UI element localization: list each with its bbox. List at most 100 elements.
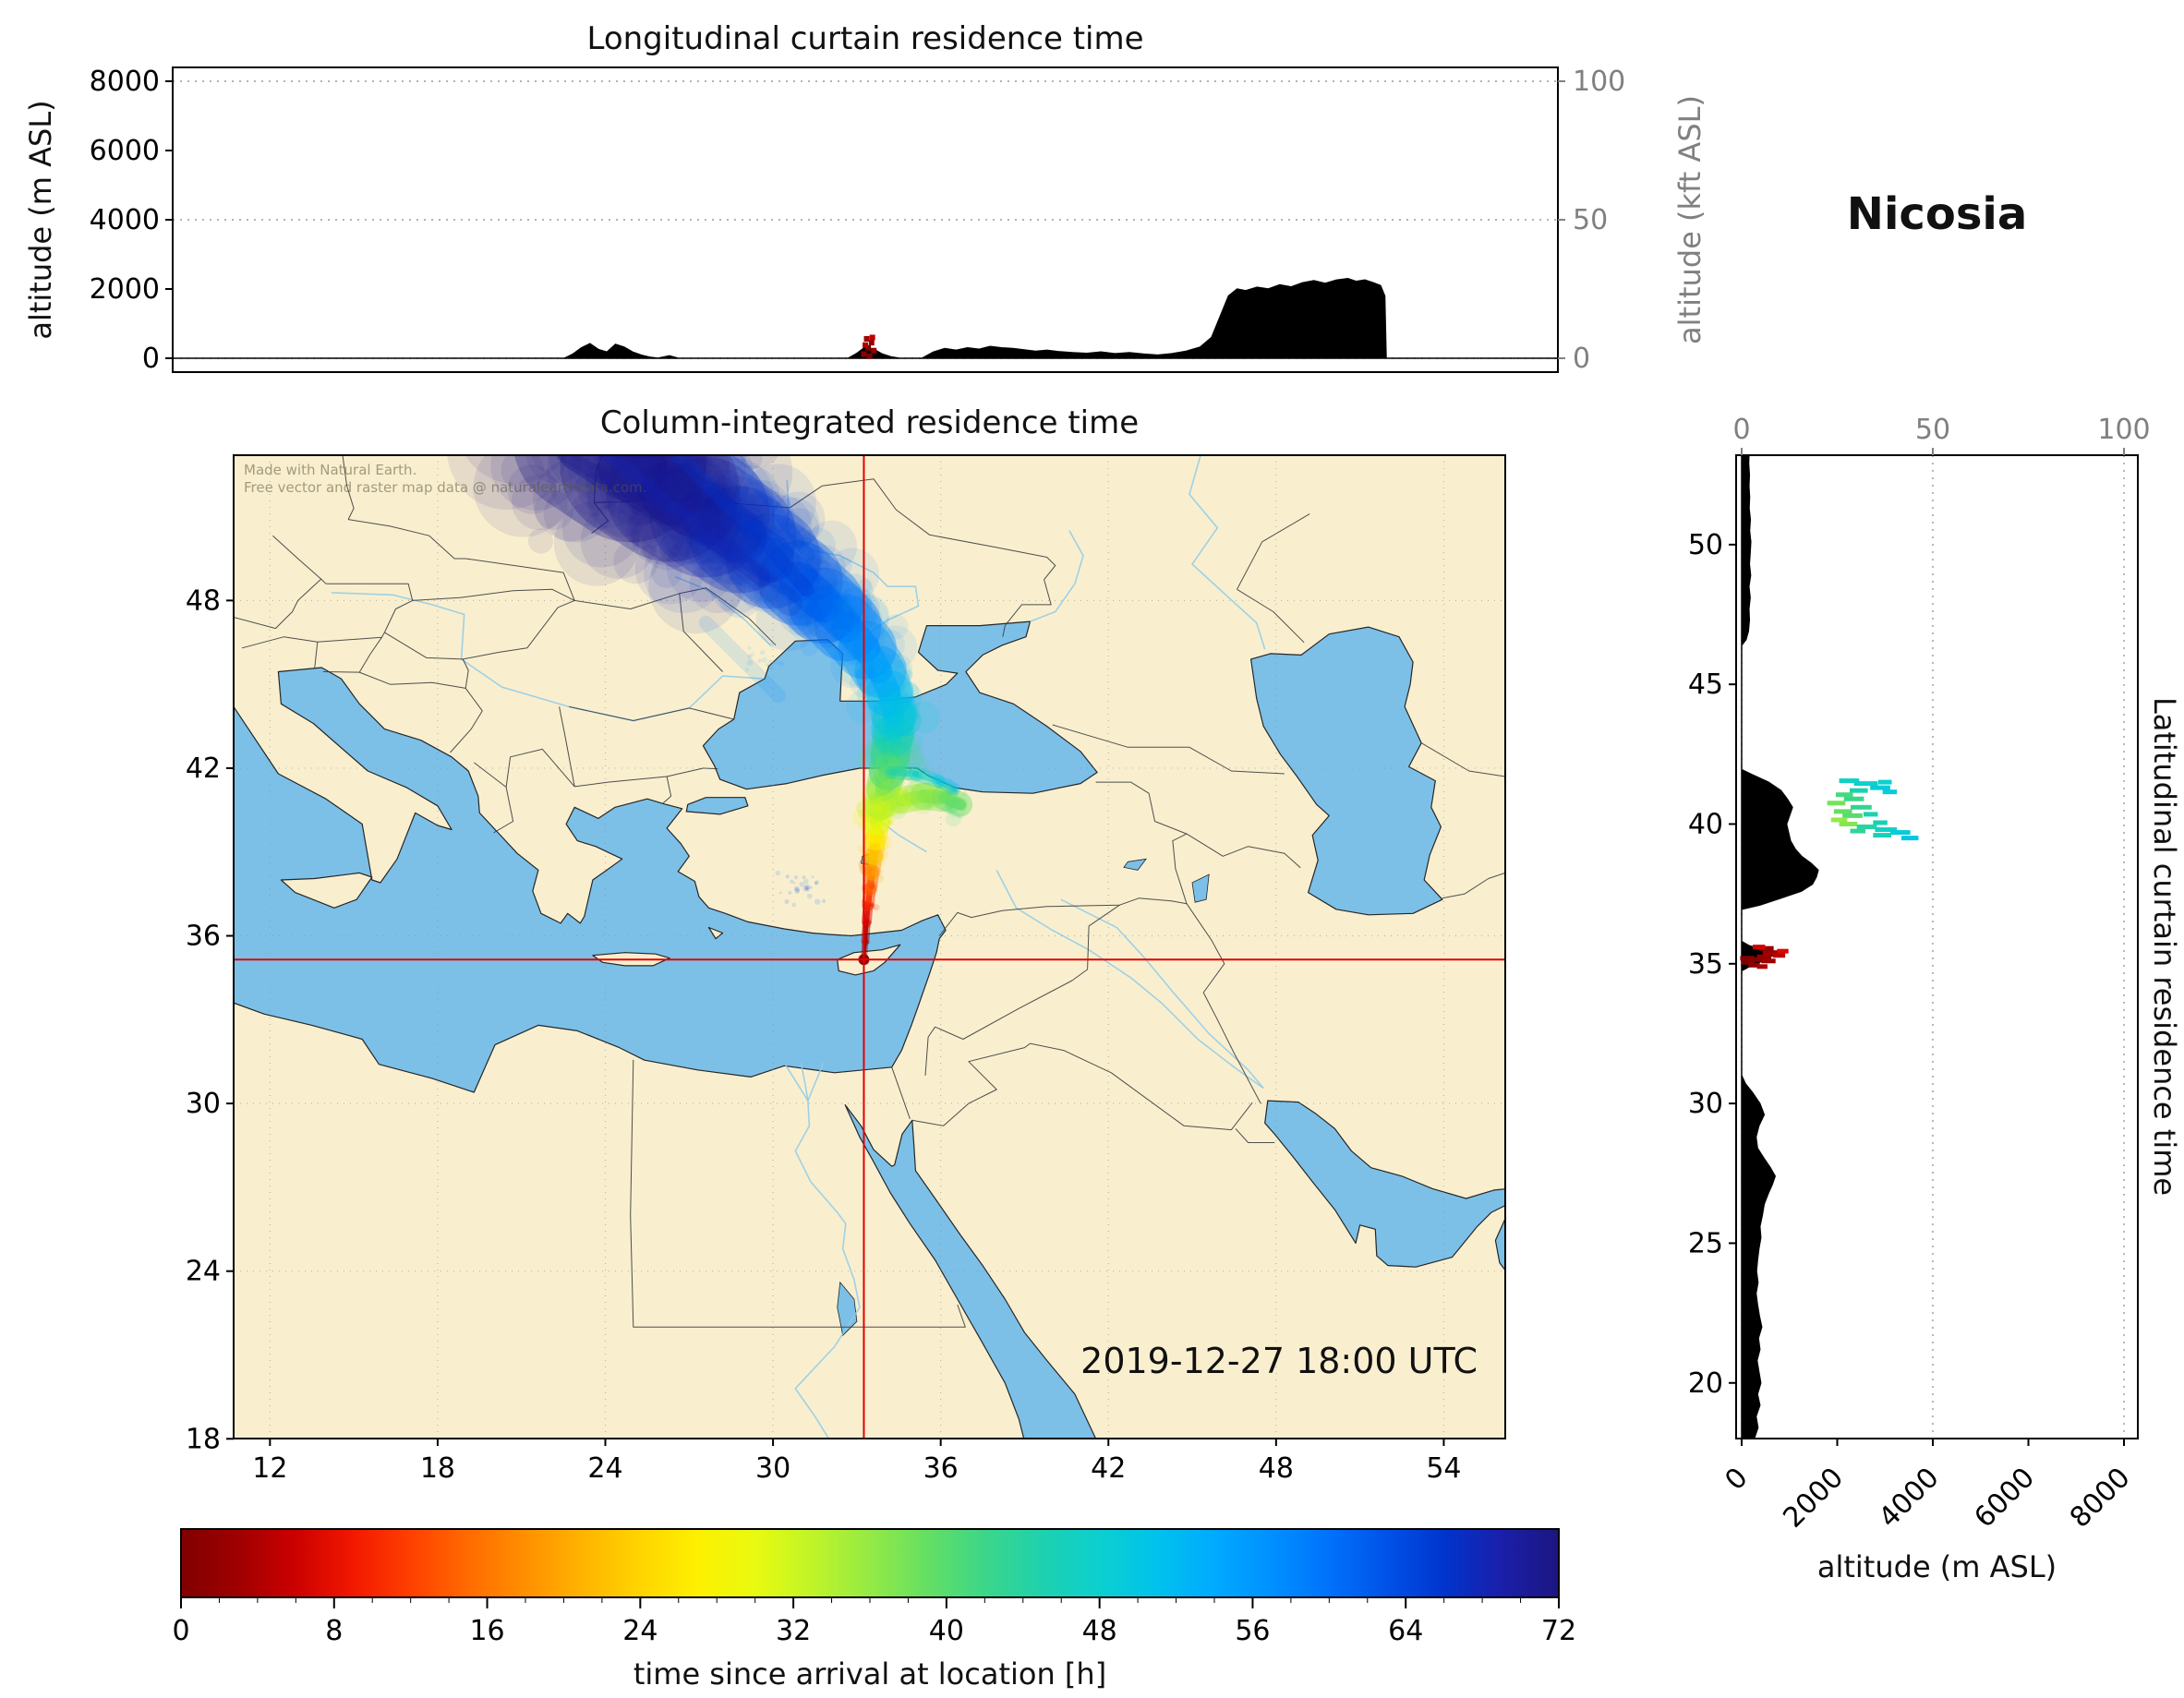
svg-text:2000: 2000 (1777, 1462, 1850, 1535)
right-panel-label: Latitudinal curtain residence time (2147, 696, 2182, 1197)
country-border (450, 688, 483, 753)
country-border (348, 519, 466, 560)
residence-mark (1759, 945, 1774, 951)
residence-mark (1853, 781, 1878, 787)
svg-text:24: 24 (587, 1452, 622, 1485)
residence-mark (869, 334, 875, 341)
svg-text:30: 30 (1688, 1088, 1723, 1120)
residence-mark (1850, 828, 1866, 834)
country-border (499, 599, 575, 653)
map-attribution-line2: Free vector and raster map data @ natura… (244, 479, 647, 496)
svg-text:48: 48 (1082, 1615, 1117, 1647)
residence-mark (863, 342, 868, 348)
lake (837, 1281, 858, 1337)
residence-mark (1748, 962, 1760, 968)
svg-text:30: 30 (186, 1088, 221, 1120)
svg-text:24: 24 (622, 1615, 658, 1647)
country-border (1420, 742, 1505, 777)
country-border (569, 705, 734, 721)
water-body (234, 667, 947, 1093)
panel-latitudinal-curtain: 0 50 100 20 25 30 35 40 45 50 0 2000 4000 6000 8000 (1688, 414, 2151, 1535)
colorbar-panel: 0 8 16 24 32 40 48 56 64 72 (172, 1528, 1576, 1647)
svg-text:36: 36 (186, 921, 221, 953)
longitudinal-terrain (173, 278, 1558, 359)
country-border (679, 593, 723, 672)
svg-text:54: 54 (1426, 1452, 1461, 1485)
svg-text:36: 36 (923, 1452, 959, 1485)
map-content (234, 455, 1505, 1439)
residence-mark (1863, 812, 1878, 817)
svg-text:50: 50 (1688, 529, 1723, 561)
svg-text:30: 30 (755, 1452, 790, 1485)
country-border (384, 632, 500, 660)
svg-text:0: 0 (1732, 414, 1750, 446)
map-title: Column-integrated residence time (599, 404, 1140, 441)
svg-text:24: 24 (186, 1256, 221, 1288)
river (1030, 530, 1084, 622)
residence-mark (1839, 821, 1858, 826)
river (1189, 455, 1266, 650)
country-border (322, 637, 382, 673)
svg-text:6000: 6000 (1968, 1462, 2041, 1535)
svg-text:4000: 4000 (90, 204, 160, 236)
residence-mark (1839, 778, 1860, 784)
water-body (844, 1104, 1097, 1439)
residence-mark (1873, 820, 1888, 825)
svg-text:0: 0 (142, 343, 160, 375)
residence-mark (863, 336, 870, 342)
water-body (1264, 1100, 1505, 1268)
country-border (574, 593, 680, 609)
water-body (1494, 1217, 1505, 1271)
residence-mark (1835, 792, 1853, 798)
country-border (1030, 1042, 1253, 1131)
lake (1191, 873, 1210, 903)
country-border (1442, 872, 1505, 899)
river (995, 870, 1264, 1090)
country-border (593, 455, 603, 503)
residence-mark (1873, 833, 1892, 838)
country-border (679, 587, 777, 646)
svg-text:48: 48 (1259, 1452, 1294, 1485)
colorbar-label: time since arrival at location [h] (633, 1656, 1107, 1692)
residence-mark (865, 344, 872, 351)
svg-text:56: 56 (1235, 1615, 1270, 1647)
svg-text:18: 18 (420, 1452, 455, 1485)
country-border (234, 578, 322, 630)
country-border (473, 762, 507, 788)
country-border (272, 535, 327, 584)
country-border (662, 776, 672, 804)
country-border (630, 1059, 966, 1328)
river (807, 1062, 825, 1102)
residence-mark (861, 351, 867, 357)
country-border (342, 455, 355, 520)
top-panel-ylabel-right: altitude (kft ASL) (1672, 95, 1707, 344)
country-border (1237, 513, 1310, 590)
water-body (1250, 626, 1443, 916)
svg-text:8000: 8000 (90, 66, 160, 98)
trajectory-plume (447, 455, 973, 966)
river (785, 1064, 809, 1102)
country-border (359, 671, 466, 689)
country-border (1235, 1128, 1275, 1143)
country-border (935, 904, 1120, 1040)
svg-text:50: 50 (1573, 204, 1608, 236)
top-panel-ylabel: altitude (m ASL) (23, 100, 58, 340)
residence-mark (1830, 817, 1848, 823)
residence-mark (1762, 950, 1780, 956)
svg-text:45: 45 (1688, 668, 1723, 701)
water-body (685, 797, 749, 815)
svg-text:8: 8 (325, 1615, 343, 1647)
residence-mark (1843, 796, 1864, 801)
residence-mark (1842, 813, 1863, 818)
residence-mark (1833, 809, 1852, 814)
residence-mark (1878, 779, 1892, 785)
svg-text:42: 42 (1091, 1452, 1126, 1485)
residence-mark (1756, 954, 1772, 959)
residence-mark (1870, 785, 1890, 790)
country-border (325, 583, 575, 601)
river (786, 480, 920, 643)
residence-mark (1856, 825, 1877, 830)
country-border (822, 478, 1056, 637)
svg-text:32: 32 (776, 1615, 811, 1647)
